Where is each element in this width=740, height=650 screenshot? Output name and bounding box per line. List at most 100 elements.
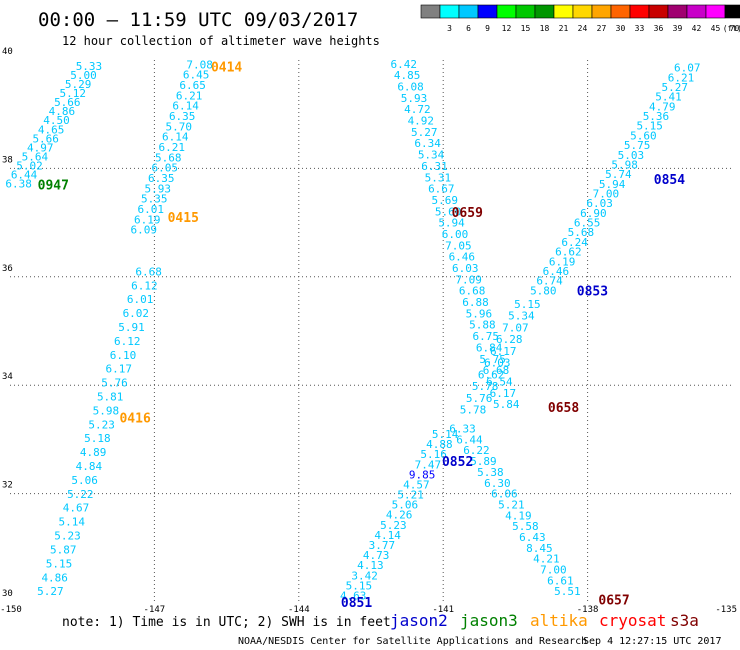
wave-height-point: 5.22 [67,488,94,501]
wave-height-point: 5.27 [661,81,688,94]
wave-height-point: 5.23 [380,519,407,532]
legend-bin-label: 70 [730,24,740,33]
wave-height-point: 4.21 [533,553,560,566]
wave-height-point: 4.72 [404,103,431,116]
footnote: note: 1) Time is in UTC; 2) SWH is in fe… [62,615,391,630]
wave-height-point: 5.15 [346,579,373,592]
wave-height-point: 5.76 [101,377,128,390]
map-grid [10,60,732,602]
wave-height-point: 6.74 [536,275,563,288]
wave-height-point: 6.17 [105,363,132,376]
wave-height-point: 4.84 [76,460,103,473]
pass-time-label: 0947 [38,179,69,194]
wave-height-point: 6.21 [158,141,185,154]
wave-height-point: 5.98 [611,158,638,171]
wave-height-point: 5.34 [508,310,535,323]
legend-swatch [629,4,650,19]
wave-height-point: 6.07 [674,62,701,75]
wave-height-point: 6.33 [449,423,476,436]
wave-height-point: 6.08 [397,80,424,93]
legend-bin-label: 36 [654,24,664,33]
legend-bin-label: 21 [559,24,569,33]
wave-height-point: 6.01 [127,293,154,306]
pass-time-label: 0852 [442,455,473,470]
legend-swatch [572,4,593,19]
wave-height-point: 6.06 [491,488,518,501]
wave-height-point: 5.60 [630,129,657,142]
wave-height-point: 5.68 [568,226,595,239]
satellite-legend-jason2: jason2 [390,611,448,630]
wave-height-point: 6.35 [148,172,175,185]
wave-height-point: 5.00 [70,69,97,82]
wave-height-point: 5.66 [54,96,81,109]
wave-height-point: 8.45 [526,542,553,555]
wave-height-point: 6.42 [390,58,417,71]
wave-height-point: 6.03 [452,262,479,275]
legend-swatch [686,4,707,19]
wave-height-point: 6.65 [179,79,206,92]
wave-height-point: 5.35 [141,193,168,206]
wave-height-point: 5.12 [59,87,86,100]
wave-height-point: 4.79 [649,100,676,113]
wave-height-point: 5.60 [435,205,462,218]
wave-height-point: 5.58 [512,520,539,533]
pass-time-labels: 0414 0415 0416 0947 0659 0658 0657 0854 0853 0852… [38,61,686,611]
wave-height-point: 5.64 [22,150,49,163]
wave-height-point: 6.24 [561,236,588,249]
wave-height-point: 6.68 [135,265,162,278]
x-tick-label: -135 [715,605,737,615]
wave-height-point: 5.78 [472,380,499,393]
wave-height-point: 7.09 [455,273,482,286]
legend-swatch [534,4,555,19]
wave-height-point: 6.67 [428,183,455,196]
wave-height-point: 4.86 [49,105,76,118]
wave-height-point: 6.54 [486,375,513,388]
wave-height-point: 4.92 [408,115,435,128]
wave-height-point: 5.03 [618,149,645,162]
wave-height-point: 5.76 [466,392,493,405]
wave-height-point: 6.17 [490,387,517,400]
wave-height-point: 5.27 [411,126,438,139]
wave-height-point: 5.33 [76,60,103,73]
wave-height-point: 5.41 [655,91,682,104]
wave-height-point: 5.75 [624,139,651,152]
wave-height-point: 4.14 [374,529,401,542]
wave-height-point: 5.15 [514,298,541,311]
wave-height-point: 6.31 [421,160,448,173]
wave-height-point: 4.73 [363,549,390,562]
legend-swatch [724,4,740,19]
wave-height-point: 5.38 [477,466,504,479]
pass-time-label: 0416 [119,412,150,427]
x-tick-label: -147 [144,605,166,615]
wave-height-point: 4.50 [43,114,70,127]
y-tick-label: 32 [2,481,13,491]
wave-height-point: 6.68 [459,285,486,298]
pass-time-label: 0851 [341,596,372,611]
x-tick-label: -144 [288,605,310,615]
wave-height-point: 6.35 [169,110,196,123]
wave-height-point: 5.23 [88,418,115,431]
legend-swatch [591,4,612,19]
wave-height-point: 6.62 [478,368,505,381]
satellite-legend-s3a: s3a [670,611,699,630]
wave-height-point: 6.28 [496,333,523,346]
wave-height-point: 5.15 [636,120,663,133]
wave-height-point: 5.78 [460,404,487,417]
wave-height-point: 5.15 [46,557,73,570]
wave-height-point: 5.98 [93,404,120,417]
legend-swatch [553,4,574,19]
wave-height-point: 6.38 [5,178,32,191]
wave-height-point: 6.00 [442,228,469,241]
wave-height-point: 5.27 [37,585,64,598]
legend-swatch [705,4,726,19]
wave-height-point: 5.02 [16,159,43,172]
y-tick-label: 38 [2,155,13,165]
wave-height-point: 5.18 [84,432,111,445]
wave-height-point: 6.61 [547,574,574,587]
legend-swatch [477,4,498,19]
legend-bin-label: 15 [521,24,531,33]
wave-height-point: 5.93 [401,92,428,105]
legend-swatch [610,4,631,19]
